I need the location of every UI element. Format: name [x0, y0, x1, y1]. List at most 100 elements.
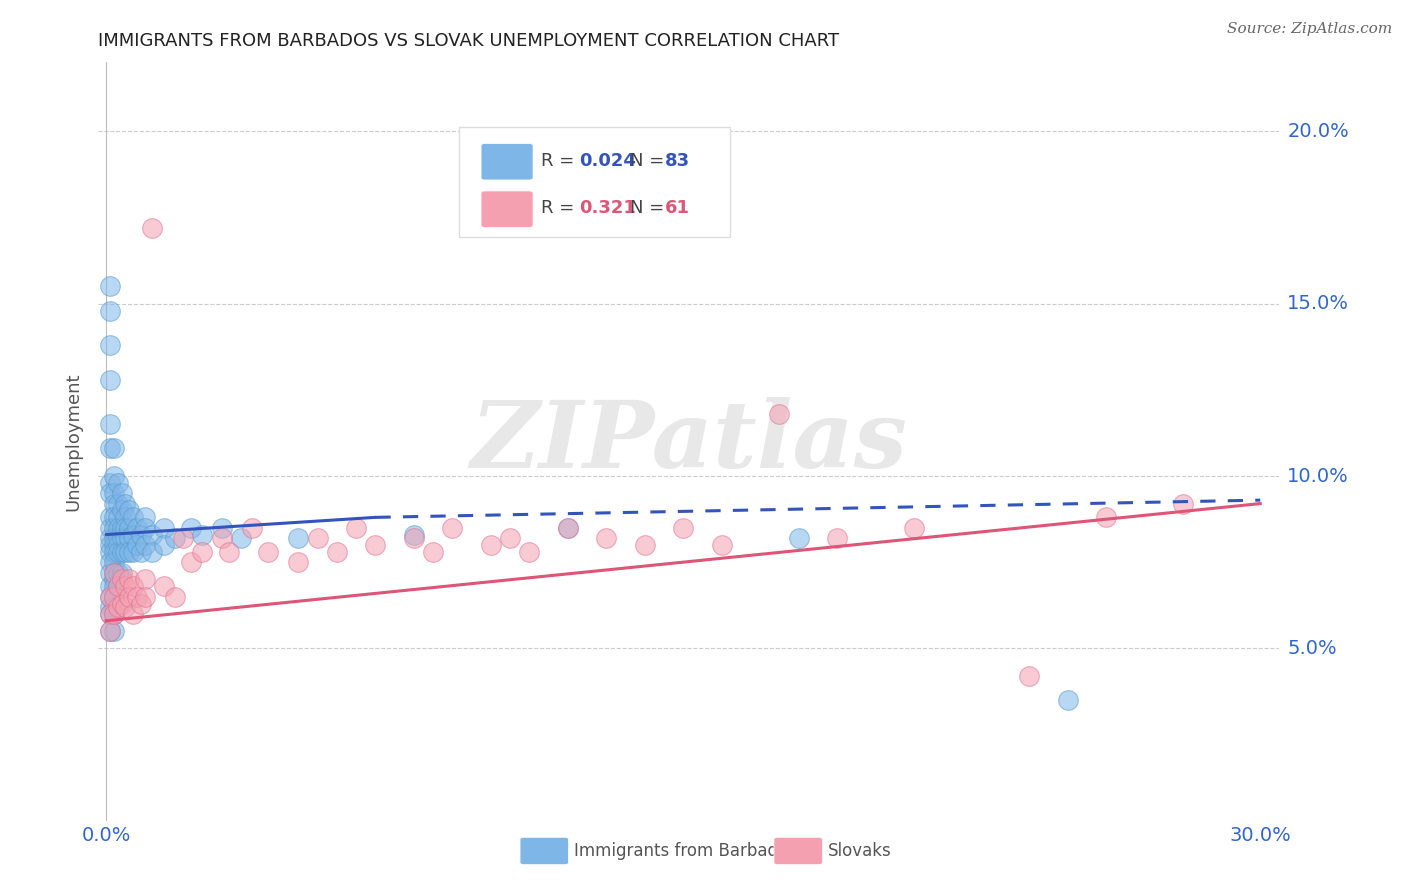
Point [118, 590, 141, 604]
Point [103, 497, 125, 511]
Point [98, 599, 121, 614]
Point [125, 590, 148, 604]
Point [307, 531, 329, 545]
Point [479, 538, 502, 552]
Point [98, 486, 121, 500]
Point [107, 510, 129, 524]
Point [114, 579, 136, 593]
Point [287, 555, 309, 569]
Point [256, 545, 278, 559]
Point [134, 573, 156, 587]
Point [103, 566, 125, 580]
Point [180, 521, 202, 535]
Point [110, 503, 132, 517]
Point [114, 497, 136, 511]
Point [103, 607, 125, 621]
Point [229, 531, 252, 545]
Text: ZIPatlas: ZIPatlas [471, 397, 907, 486]
Text: 83: 83 [665, 152, 690, 170]
Point [98, 607, 121, 621]
Point [191, 527, 214, 541]
Point [98, 338, 121, 352]
FancyBboxPatch shape [481, 191, 533, 227]
Text: 5.0%: 5.0% [1286, 639, 1337, 657]
Point [110, 566, 132, 580]
Point [129, 527, 152, 541]
Text: R =: R = [541, 152, 581, 170]
Point [672, 521, 695, 535]
Point [1173, 497, 1195, 511]
Point [557, 521, 579, 535]
Point [98, 521, 121, 535]
Point [114, 531, 136, 545]
Point [903, 521, 925, 535]
Point [98, 624, 121, 639]
Point [211, 521, 233, 535]
Point [98, 624, 121, 639]
Point [110, 545, 132, 559]
Point [103, 545, 125, 559]
Point [129, 597, 152, 611]
Point [153, 579, 176, 593]
Point [134, 538, 156, 552]
Point [402, 531, 425, 545]
Point [787, 531, 810, 545]
Point [103, 538, 125, 552]
Point [114, 599, 136, 614]
Point [98, 372, 121, 386]
Point [118, 573, 141, 587]
Text: 0.321: 0.321 [579, 200, 636, 218]
Point [110, 531, 132, 545]
Point [98, 555, 121, 569]
Point [107, 599, 129, 614]
Text: N =: N = [630, 200, 669, 218]
Point [114, 510, 136, 524]
Point [110, 521, 132, 535]
Point [98, 531, 121, 545]
Point [103, 624, 125, 639]
Point [107, 545, 129, 559]
Point [118, 521, 141, 535]
Point [402, 527, 425, 541]
Point [98, 545, 121, 559]
Point [180, 555, 202, 569]
Point [1057, 693, 1080, 707]
Point [364, 538, 387, 552]
Point [98, 590, 121, 604]
Point [141, 527, 163, 541]
Point [326, 545, 349, 559]
Point [110, 597, 132, 611]
Point [595, 531, 617, 545]
Point [110, 486, 132, 500]
Text: 10.0%: 10.0% [1286, 467, 1348, 485]
Point [98, 566, 121, 580]
FancyBboxPatch shape [481, 144, 533, 180]
Point [98, 607, 121, 621]
Point [287, 531, 309, 545]
Point [103, 566, 125, 580]
Point [825, 531, 848, 545]
Point [98, 538, 121, 552]
Point [98, 590, 121, 604]
Text: Source: ZipAtlas.com: Source: ZipAtlas.com [1226, 22, 1392, 37]
Point [191, 545, 214, 559]
Point [107, 579, 129, 593]
Point [768, 407, 790, 421]
FancyBboxPatch shape [520, 838, 568, 864]
Point [134, 510, 156, 524]
Point [141, 220, 163, 235]
Text: N =: N = [630, 152, 669, 170]
Point [114, 545, 136, 559]
Point [98, 510, 121, 524]
Point [107, 531, 129, 545]
Point [1018, 669, 1040, 683]
Point [107, 566, 129, 580]
Point [98, 303, 121, 318]
Text: Slovaks: Slovaks [828, 842, 891, 860]
Point [107, 521, 129, 535]
Point [114, 521, 136, 535]
Point [110, 573, 132, 587]
Text: 0.024: 0.024 [579, 152, 636, 170]
Point [240, 521, 263, 535]
Point [557, 521, 579, 535]
